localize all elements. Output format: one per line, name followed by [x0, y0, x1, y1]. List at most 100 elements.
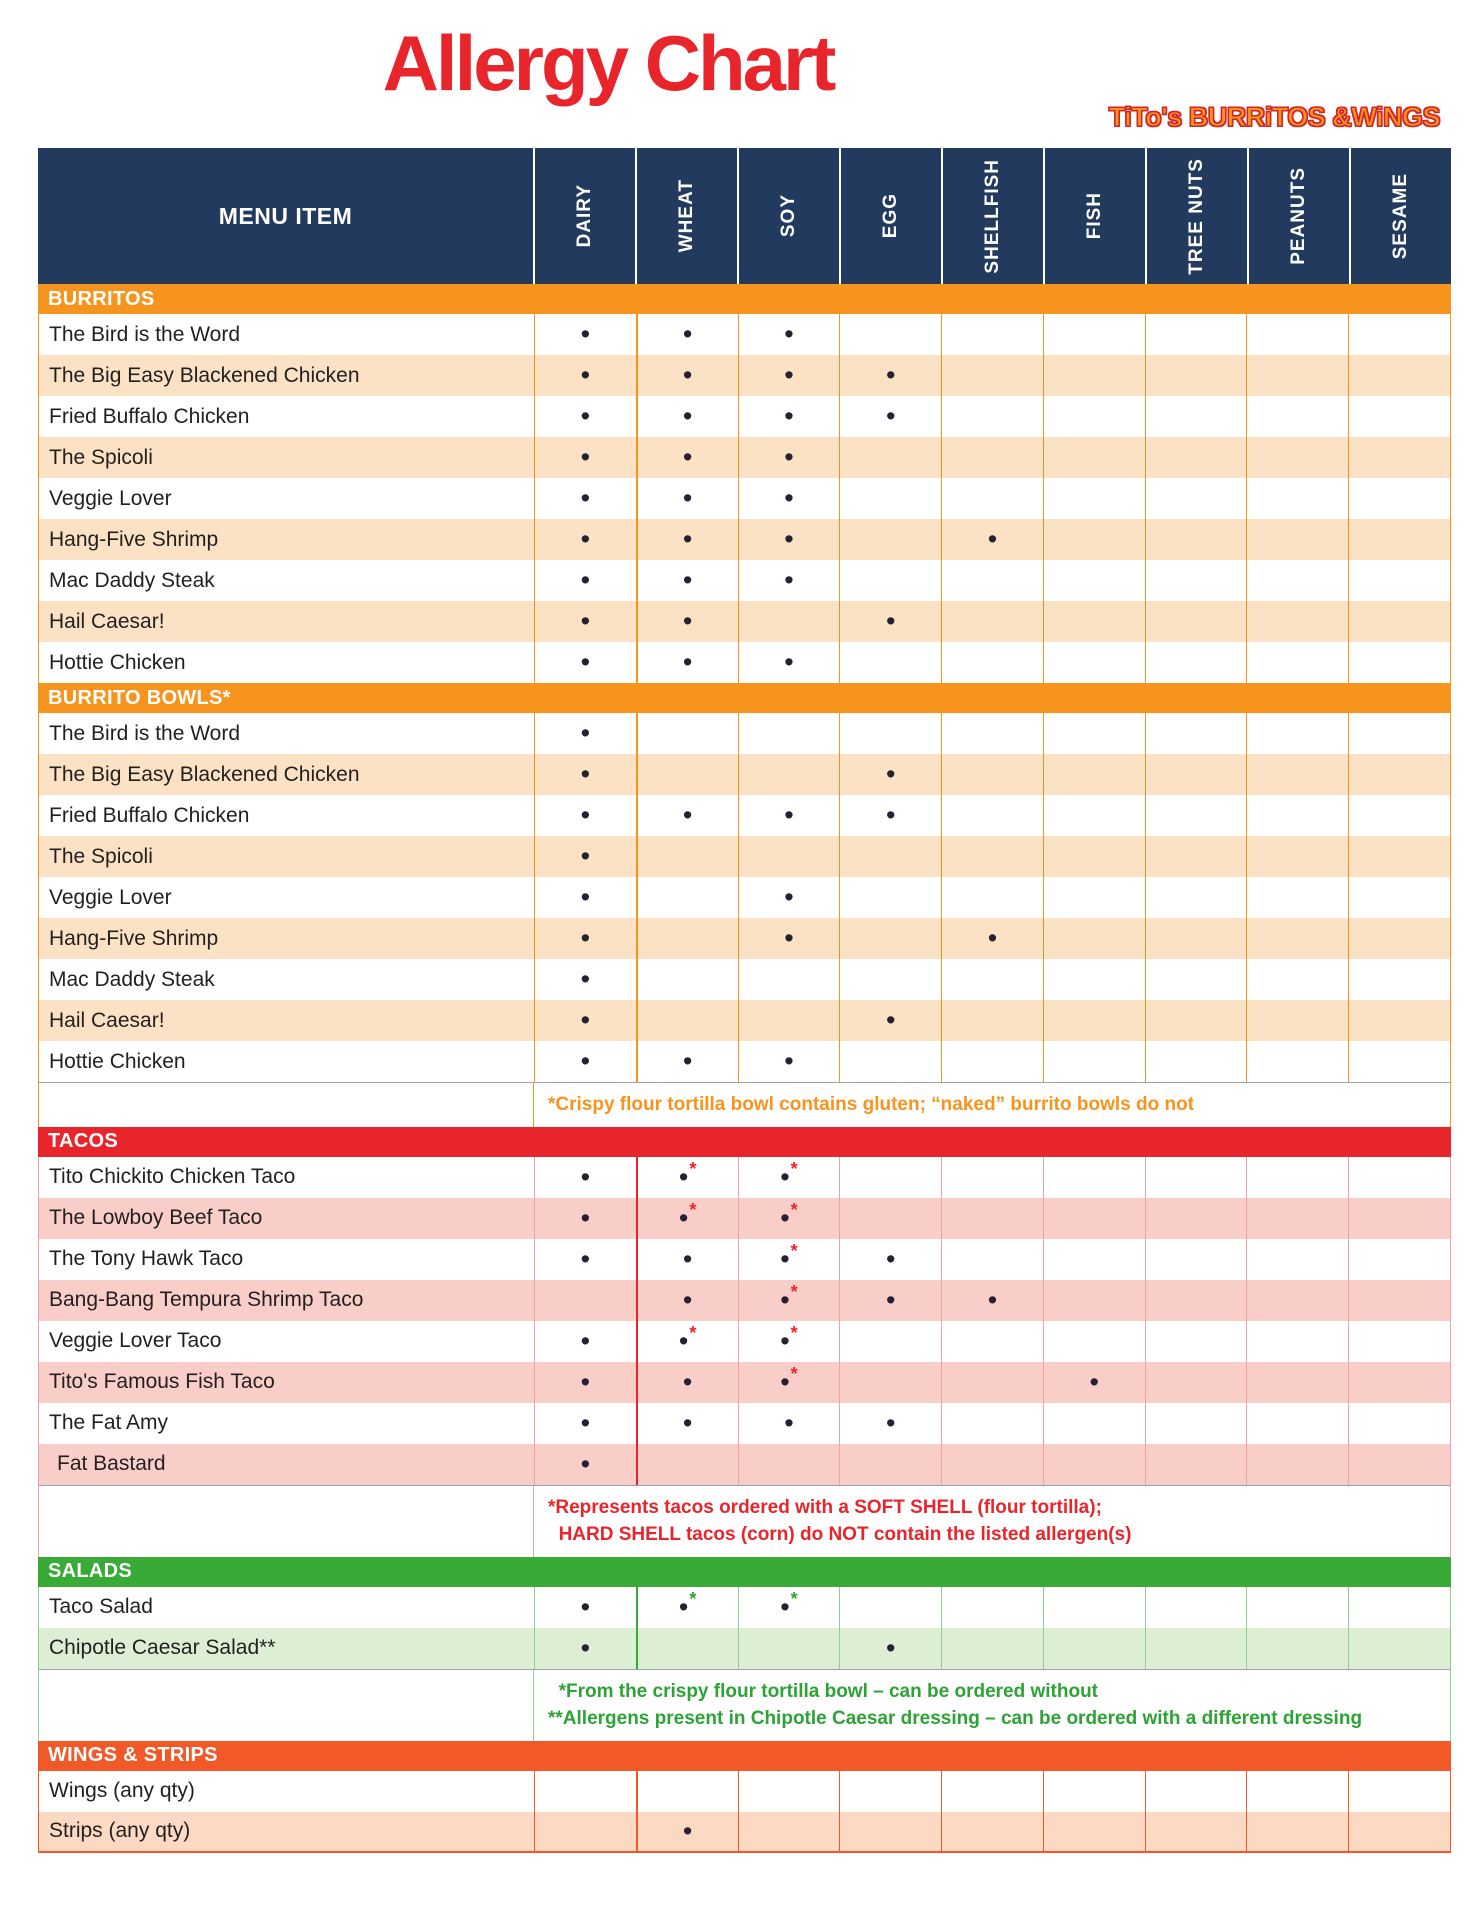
menu-item-label: The Tony Hawk Taco: [49, 1247, 244, 1271]
allergen-cell: •: [534, 795, 636, 836]
menu-row: The Bird is the Word • • •: [38, 314, 1451, 355]
allergen-cell: •: [737, 1041, 840, 1082]
allergen-cell: [1246, 1279, 1348, 1321]
allergen-cell: [1348, 713, 1450, 754]
menu-row: Veggie Lover • •: [38, 877, 1451, 918]
allergen-dot: •: [682, 1366, 693, 1397]
allergen-cell: [941, 355, 1043, 396]
allergen-column-header-peanuts: PEANUTS: [1247, 148, 1349, 284]
allergen-cell: •: [534, 1361, 636, 1403]
allergen-cell: [1144, 754, 1247, 795]
footnote-line: *From the crispy flour tortilla bowl – c…: [548, 1680, 1099, 1702]
allergen-cell: [1246, 754, 1348, 795]
allergen-column-header-tree-nuts: TREE NUTS: [1145, 148, 1247, 284]
allergen-column-label: DAIRY: [574, 184, 595, 248]
allergen-dot: •: [580, 647, 591, 677]
section-footnote-row: *From the crispy flour tortilla bowl – c…: [38, 1668, 1451, 1741]
menu-item-label: The Bird is the Word: [49, 322, 241, 346]
allergen-cell: [1348, 1279, 1450, 1321]
allergen-cell: [1144, 1586, 1247, 1628]
allergen-dot: •: [580, 841, 591, 871]
menu-row: Tito Chickito Chicken Taco • • * • *: [38, 1156, 1451, 1198]
allergen-cell: [941, 795, 1043, 836]
allergen-cell: •: [534, 355, 636, 396]
allergen-dot: •: [682, 800, 693, 830]
allergen-cell: •: [635, 396, 738, 437]
allergen-cell: [941, 1443, 1043, 1485]
allergen-dot: •: [885, 1284, 896, 1315]
menu-row: Strips (any qty) •: [38, 1811, 1451, 1853]
allergen-cell: [941, 560, 1043, 601]
allergen-cell: [1348, 355, 1450, 396]
allergen-cell: •: [534, 437, 636, 478]
allergen-cell: [839, 642, 941, 683]
menu-row: The Big Easy Blackened Chicken • •: [38, 754, 1451, 795]
allergen-cell: •: [1042, 1361, 1145, 1403]
allergen-cell: •: [534, 1197, 636, 1239]
allergen-cell: [1144, 1156, 1247, 1198]
allergen-cell: [1144, 355, 1247, 396]
menu-item-column-header: MENU ITEM: [218, 202, 353, 229]
allergen-dot: •: [678, 1591, 689, 1622]
allergen-cell: •: [941, 1279, 1043, 1321]
allergen-cell: [941, 1586, 1043, 1628]
allergen-cell: [839, 1770, 941, 1812]
section-header: BURRITO BOWLS*: [38, 683, 1451, 713]
allergen-dot: •: [885, 401, 896, 431]
allergen-dot: •: [580, 524, 591, 554]
footnote-spacer-cell: [39, 1485, 534, 1557]
allergen-cell: [1042, 1238, 1145, 1280]
menu-item-label: Veggie Lover: [49, 486, 172, 510]
allergen-cell: [839, 959, 941, 1000]
menu-item-label: Tito Chickito Chicken Taco: [49, 1165, 296, 1189]
asterisk-marker: *: [790, 1199, 798, 1220]
allergen-cell: • *: [737, 1279, 840, 1321]
allergen-dot: •: [1089, 1366, 1099, 1397]
allergen-cell: [1042, 519, 1145, 560]
allergen-cell: [839, 1811, 941, 1851]
allergen-cell: • *: [737, 1238, 840, 1280]
allergen-cell: •: [737, 642, 840, 683]
menu-item-label: Taco Salad: [49, 1595, 153, 1619]
menu-item-label: Veggie Lover: [49, 885, 172, 909]
menu-item-label: Hang-Five Shrimp: [49, 527, 219, 551]
allergen-cell: [534, 1811, 636, 1851]
allergen-dot: •: [580, 800, 591, 830]
allergen-cell: •: [737, 918, 840, 959]
menu-row: The Fat Amy • • • •: [38, 1402, 1451, 1444]
allergen-cell: [1144, 1770, 1247, 1812]
allergen-dot: •: [580, 882, 591, 912]
allergen-cell: •: [534, 836, 636, 877]
allergen-cell: [1042, 836, 1145, 877]
allergen-cell: •: [635, 314, 738, 355]
menu-row: Veggie Lover Taco • • * • *: [38, 1320, 1451, 1362]
allergen-cell: [1042, 795, 1145, 836]
allergen-cell: [839, 836, 941, 877]
allergen-cell: [1348, 642, 1450, 683]
menu-item-label: The Spicoli: [49, 445, 153, 469]
allergen-cell: • *: [635, 1156, 738, 1198]
allergen-cell: [1348, 1320, 1450, 1362]
allergen-cell: [1144, 478, 1247, 519]
allergen-dot: •: [885, 360, 896, 390]
allergen-cell: •: [737, 396, 840, 437]
menu-item-label: Hail Caesar!: [49, 1008, 165, 1032]
footnote-line: *Crispy flour tortilla bowl contains glu…: [548, 1094, 1195, 1115]
allergen-dot: •: [580, 1046, 591, 1076]
allergen-column-label: WHEAT: [676, 179, 697, 253]
allergen-cell: [1348, 795, 1450, 836]
allergen-dot: •: [580, 442, 591, 472]
footnote-spacer-cell: [39, 1083, 534, 1127]
allergen-cell: •: [534, 396, 636, 437]
allergen-cell: [1144, 560, 1247, 601]
allergen-cell: [635, 713, 738, 754]
allergen-cell: [1348, 1156, 1450, 1198]
menu-item-label: Hail Caesar!: [49, 609, 165, 633]
allergen-cell: [1144, 642, 1247, 683]
menu-item-label: Mac Daddy Steak: [49, 568, 215, 592]
allergen-column-label: PEANUTS: [1288, 167, 1309, 265]
allergen-cell: •: [534, 560, 636, 601]
asterisk-marker: *: [689, 1158, 697, 1179]
allergen-cell: •: [839, 795, 941, 836]
allergen-cell: [1348, 918, 1450, 959]
